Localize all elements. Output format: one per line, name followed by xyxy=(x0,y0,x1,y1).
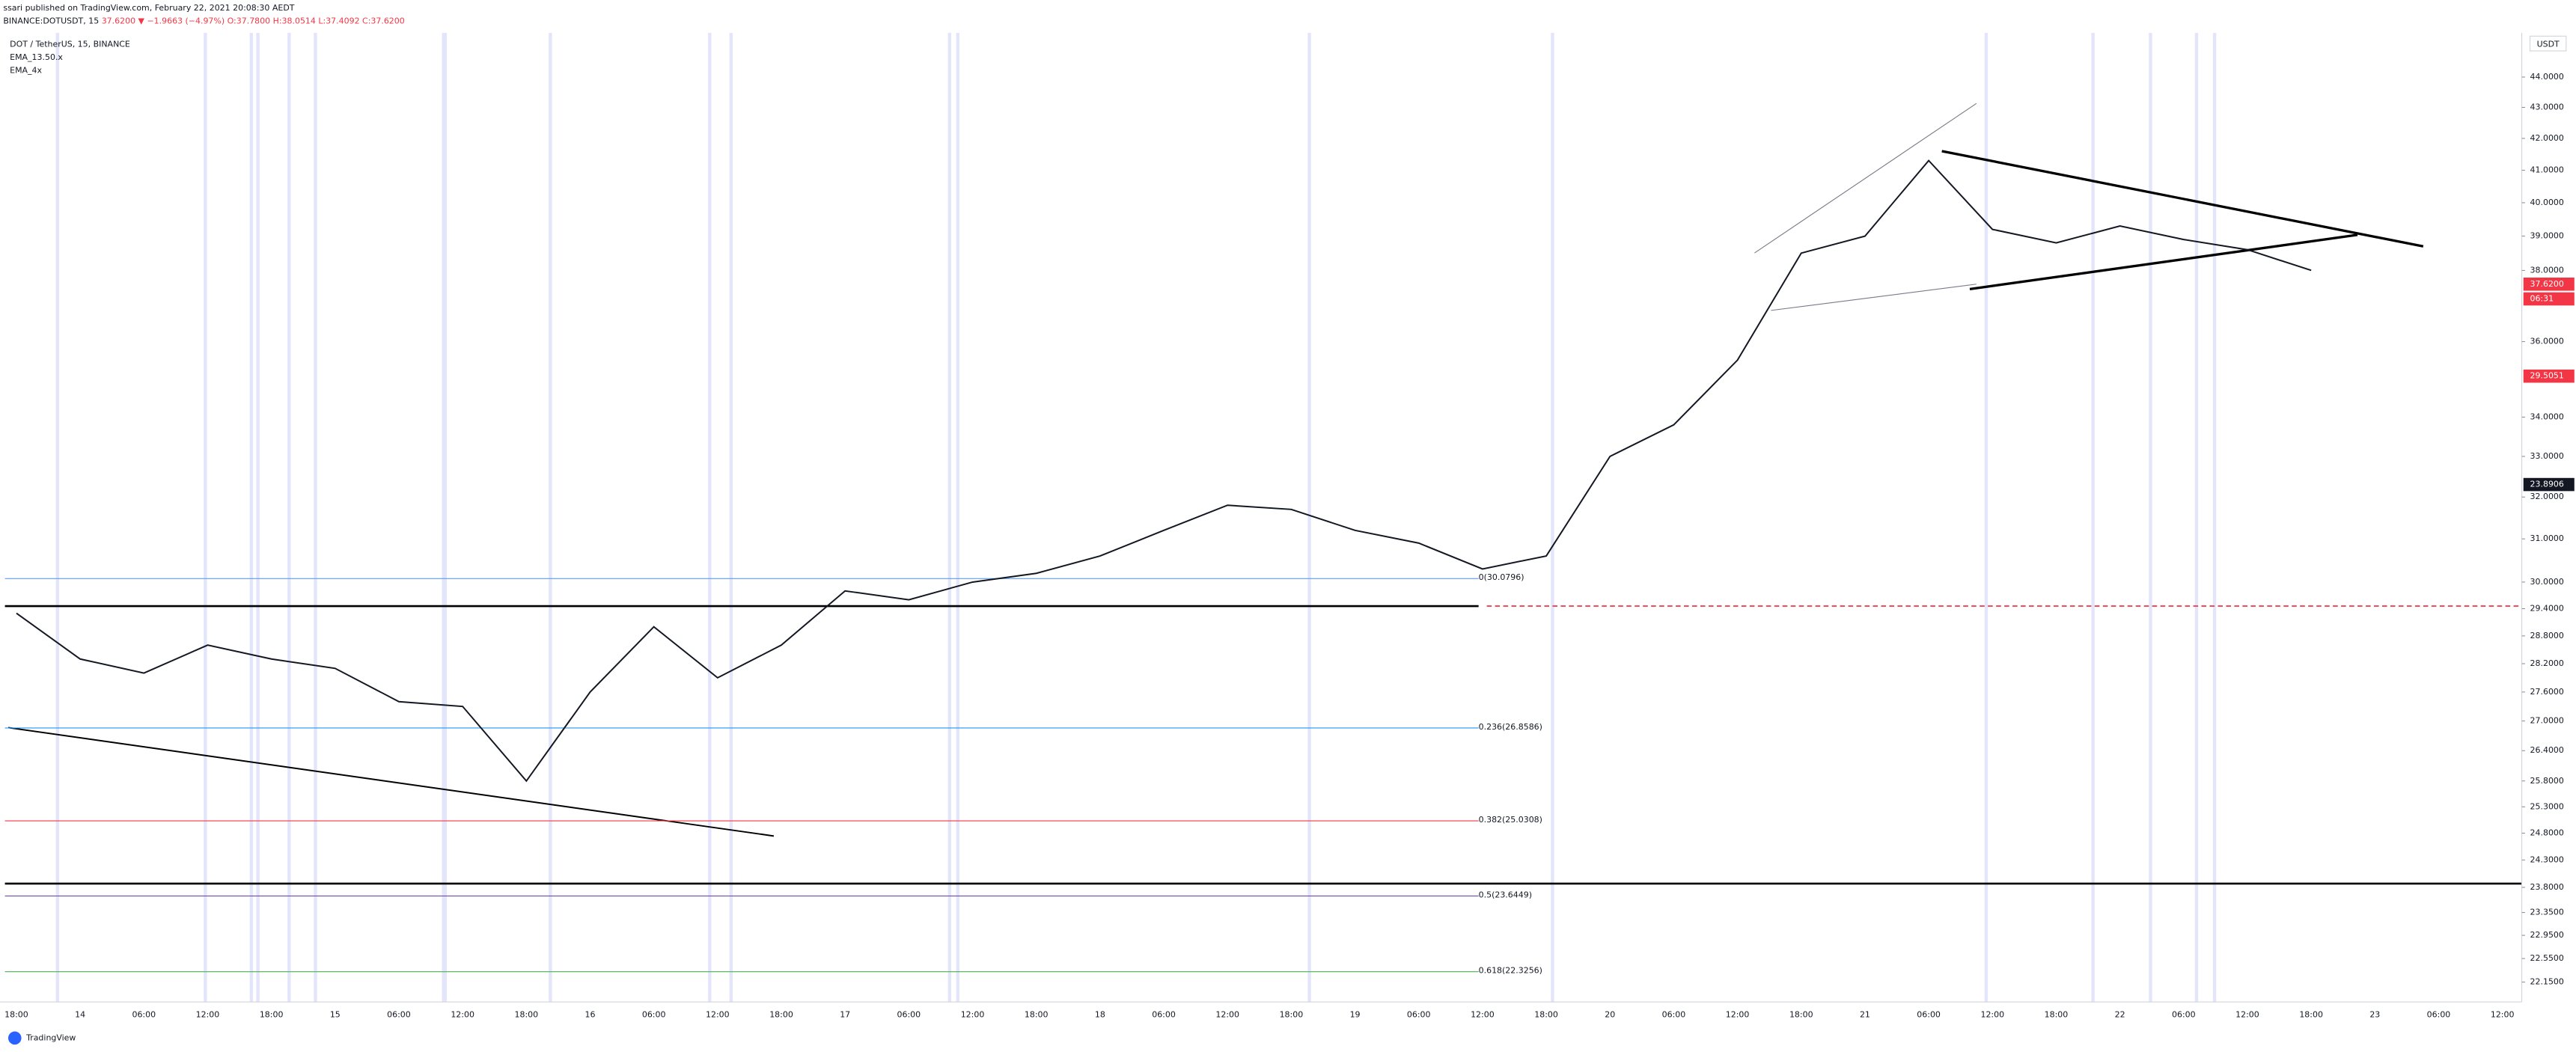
y-tick-label: 27.0000 xyxy=(2530,716,2564,726)
x-tick-label: 18:00 xyxy=(1534,1010,1558,1020)
y-tick-label: 22.9500 xyxy=(2530,930,2564,940)
footer: TradingView xyxy=(25,1033,76,1042)
x-tick-label: 18:00 xyxy=(2299,1010,2323,1020)
x-tick-label: 18:00 xyxy=(515,1010,539,1020)
y-tick-label: 23.8000 xyxy=(2530,882,2564,892)
price-label: 37.6200 xyxy=(2530,279,2564,289)
y-tick-label: 36.0000 xyxy=(2530,337,2564,346)
x-tick-label: 12:00 xyxy=(1215,1010,1239,1020)
y-tick-label: 40.0000 xyxy=(2530,198,2564,207)
y-tick-label: 28.8000 xyxy=(2530,631,2564,640)
x-tick-label: 17 xyxy=(840,1010,850,1020)
x-tick-label: 12:00 xyxy=(451,1010,474,1020)
x-tick-label: 18 xyxy=(1095,1010,1105,1020)
y-tick-label: 29.4000 xyxy=(2530,604,2564,614)
y-tick-label: 33.0000 xyxy=(2530,451,2564,461)
y-tick-label: 22.1500 xyxy=(2530,977,2564,987)
y-tick-label: 39.0000 xyxy=(2530,231,2564,241)
x-tick-label: 18:00 xyxy=(1280,1010,1304,1020)
y-tick-label: 22.5500 xyxy=(2530,953,2564,963)
y-tick-label: 25.8000 xyxy=(2530,776,2564,786)
x-tick-label: 20 xyxy=(1605,1010,1615,1020)
legend-item: DOT / TetherUS, 15, BINANCE xyxy=(10,39,130,49)
y-tick-label: 43.0000 xyxy=(2530,103,2564,112)
x-tick-label: 14 xyxy=(75,1010,85,1020)
x-tick-label: 21 xyxy=(1860,1010,1870,1020)
x-tick-label: 12:00 xyxy=(2491,1010,2515,1020)
y-tick-label: 25.3000 xyxy=(2530,801,2564,811)
y-tick-label: 41.0000 xyxy=(2530,165,2564,174)
price-label-bg xyxy=(2523,477,2575,492)
x-tick-label: 23 xyxy=(2369,1010,2380,1020)
published: ssari published on TradingView.com, Febr… xyxy=(3,3,294,13)
y-tick-label: 42.0000 xyxy=(2530,133,2564,143)
x-tick-label: 18:00 xyxy=(260,1010,284,1020)
symbol-line: BINANCE:DOTUSDT, 15 37.6200 ▼ −1.9663 (−… xyxy=(3,16,404,26)
x-tick-label: 18:00 xyxy=(4,1010,28,1020)
y-tick-label: 27.6000 xyxy=(2530,687,2564,697)
y-tick-label: 31.0000 xyxy=(2530,533,2564,543)
x-tick-label: 12:00 xyxy=(1980,1010,2004,1020)
x-tick-label: 15 xyxy=(330,1010,341,1020)
price-label-bg xyxy=(2523,277,2575,291)
y-tick-label: 24.3000 xyxy=(2530,854,2564,864)
x-tick-label: 06:00 xyxy=(1917,1010,1941,1020)
logo xyxy=(7,1031,22,1045)
legend-item: EMA_4x xyxy=(10,65,42,75)
currency-box[interactable] xyxy=(2529,35,2567,52)
fib-label: 0.382(25.0308) xyxy=(1479,815,1542,825)
x-tick-label: 06:00 xyxy=(132,1010,156,1020)
x-tick-label: 06:00 xyxy=(387,1010,411,1020)
price-label: 23.8906 xyxy=(2530,480,2564,489)
x-tick-label: 06:00 xyxy=(1662,1010,1686,1020)
y-tick-label: 30.0000 xyxy=(2530,577,2564,587)
x-tick-label: 06:00 xyxy=(897,1010,921,1020)
x-tick-label: 12:00 xyxy=(706,1010,730,1020)
x-tick-label: 18:00 xyxy=(769,1010,793,1020)
x-tick-label: 18:00 xyxy=(2045,1010,2069,1020)
ohlc: O:37.7800 H:38.0514 L:37.4092 C:37.6200 xyxy=(228,16,405,26)
x-tick-label: 12:00 xyxy=(196,1010,220,1020)
x-tick-label: 12:00 xyxy=(1471,1010,1495,1020)
legend-item: EMA_13.50.x xyxy=(10,52,63,62)
x-tick-label: 06:00 xyxy=(642,1010,666,1020)
x-tick-label: 06:00 xyxy=(2172,1010,2196,1020)
x-tick-label: 22 xyxy=(2115,1010,2125,1020)
x-tick-label: 12:00 xyxy=(961,1010,985,1020)
x-tick-label: 12:00 xyxy=(2235,1010,2259,1020)
fib-label: 0.5(23.6449) xyxy=(1479,890,1532,899)
fib-label: 0.618(22.3256) xyxy=(1479,966,1542,976)
x-tick-label: 18:00 xyxy=(1789,1010,1813,1020)
x-tick-label: 06:00 xyxy=(2427,1010,2451,1020)
y-tick-label: 34.0000 xyxy=(2530,412,2564,421)
price-line xyxy=(16,159,2312,783)
y-tick-label: 38.0000 xyxy=(2530,265,2564,275)
session-bands xyxy=(55,32,2217,1003)
fib-label: 0.236(26.8586) xyxy=(1479,722,1542,732)
y-tick-label: 24.8000 xyxy=(2530,828,2564,837)
price-label: 29.5051 xyxy=(2530,371,2564,381)
price-label-bg xyxy=(2523,369,2575,383)
currency[interactable]: USDT xyxy=(2537,39,2560,49)
symbol: BINANCE:DOTUSDT, 15 xyxy=(3,16,99,26)
x-tick-label: 06:00 xyxy=(1152,1010,1176,1020)
x-tick-label: 18:00 xyxy=(1025,1010,1049,1020)
fib-label: 0(30.0796) xyxy=(1479,572,1524,582)
price-label: 06:31 xyxy=(2530,294,2554,304)
change: 37.6200 ▼ −1.9663 (−4.97%) xyxy=(102,16,225,26)
y-tick-label: 26.4000 xyxy=(2530,745,2564,755)
x-tick-label: 16 xyxy=(585,1010,596,1020)
x-tick-label: 12:00 xyxy=(1726,1010,1750,1020)
y-tick-label: 32.0000 xyxy=(2530,492,2564,501)
y-tick-label: 23.3500 xyxy=(2530,908,2564,917)
x-tick-label: 19 xyxy=(1350,1010,1361,1020)
y-tick-label: 44.0000 xyxy=(2530,72,2564,82)
x-tick-label: 06:00 xyxy=(1407,1010,1431,1020)
price-label-bg xyxy=(2523,292,2575,306)
y-tick-label: 28.2000 xyxy=(2530,658,2564,668)
